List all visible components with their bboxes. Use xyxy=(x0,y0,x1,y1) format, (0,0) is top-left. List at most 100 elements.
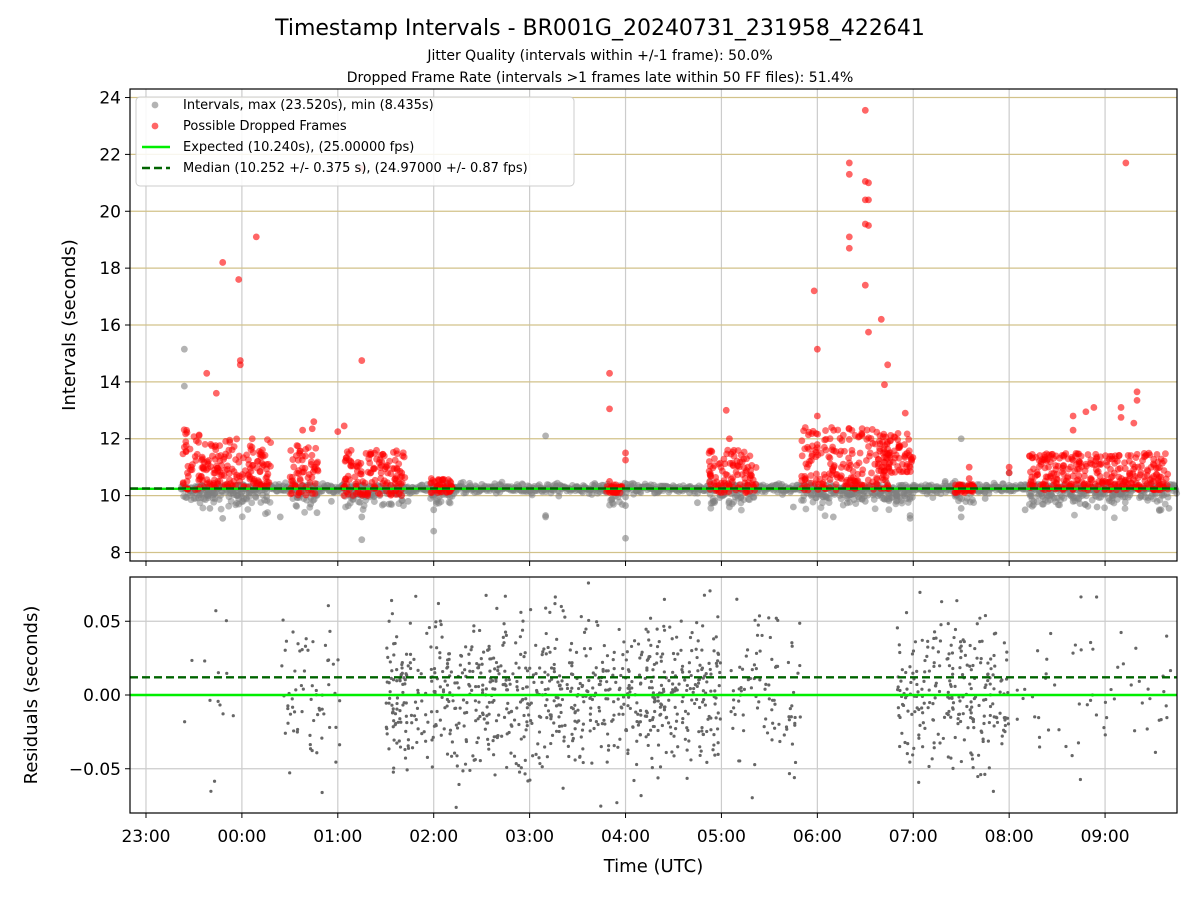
dropped-frame-point xyxy=(1064,474,1072,482)
residual-point xyxy=(1103,700,1108,704)
dropped-frame-point xyxy=(1084,451,1092,458)
dropped-frame-point xyxy=(903,460,911,468)
residual-point xyxy=(1037,735,1042,739)
residual-point xyxy=(581,747,585,751)
residual-point xyxy=(713,753,717,757)
residual-point xyxy=(938,639,943,643)
interval-point xyxy=(1157,506,1165,514)
residual-point xyxy=(744,654,748,658)
residual-point xyxy=(621,712,625,716)
residual-point xyxy=(690,631,694,635)
dropped-frame-point xyxy=(1061,480,1069,488)
dropped-frame-point xyxy=(821,436,829,444)
residual-point xyxy=(685,726,689,730)
residual-point xyxy=(571,739,575,743)
interval-point xyxy=(1101,504,1108,512)
dropped-frame-point xyxy=(804,431,812,439)
residual-point xyxy=(767,697,771,701)
residual-point xyxy=(458,706,462,710)
residual-point xyxy=(635,762,639,767)
interval-point xyxy=(957,504,965,512)
x-tick-label: 06:00 xyxy=(793,827,842,847)
interval-point xyxy=(622,493,629,501)
interval-point xyxy=(941,477,949,485)
residual-point xyxy=(549,717,553,721)
residual-point xyxy=(931,718,935,722)
y-axis-label-intervals: Intervals (seconds) xyxy=(59,239,80,411)
residual-point xyxy=(520,628,525,632)
residual-point xyxy=(596,722,600,727)
residual-point xyxy=(741,713,745,717)
interval-point xyxy=(445,498,453,506)
residual-point xyxy=(928,700,932,705)
dropped-frame-point xyxy=(252,233,260,241)
dropped-frame-point xyxy=(1116,464,1124,472)
residual-point xyxy=(311,640,315,644)
dropped-frame-point xyxy=(886,454,894,462)
dropped-frame-point xyxy=(254,457,262,465)
residual-point xyxy=(387,619,391,623)
residual-point xyxy=(464,738,468,742)
residual-point xyxy=(536,742,540,746)
residual-point xyxy=(705,680,709,684)
residual-point xyxy=(705,760,709,764)
residual-point xyxy=(1116,665,1120,669)
residual-point xyxy=(931,646,935,650)
residual-point xyxy=(702,698,706,702)
residual-point xyxy=(648,728,653,732)
residual-point xyxy=(1079,595,1083,599)
interval-point xyxy=(885,506,893,514)
residual-point xyxy=(690,649,694,653)
residual-point xyxy=(635,739,639,743)
residual-point xyxy=(686,728,690,733)
residual-point xyxy=(707,661,711,665)
residual-point xyxy=(331,662,335,666)
dropped-frame-point xyxy=(874,455,882,463)
residual-point xyxy=(612,667,616,671)
interval-point xyxy=(238,513,246,521)
residual-point xyxy=(627,683,631,688)
residual-point xyxy=(534,643,538,647)
residual-point xyxy=(921,711,925,715)
dropped-frame-point xyxy=(836,435,844,442)
interval-point xyxy=(251,493,259,500)
residual-point xyxy=(689,758,693,762)
residual-point xyxy=(322,712,326,716)
interval-point xyxy=(385,500,393,508)
residual-point xyxy=(701,732,705,737)
dropped-frame-point xyxy=(366,459,374,467)
residual-point xyxy=(546,673,550,677)
interval-point xyxy=(836,492,844,499)
residual-point xyxy=(552,721,556,725)
residual-point xyxy=(1121,662,1125,666)
residual-point xyxy=(936,650,940,654)
dropped-frame-point xyxy=(428,489,436,497)
residual-point xyxy=(1165,634,1169,638)
residual-point xyxy=(308,733,312,737)
residual-point xyxy=(951,672,955,676)
residual-point xyxy=(392,738,396,742)
dropped-frame-point xyxy=(427,475,435,482)
dropped-frame-point xyxy=(965,463,973,471)
residual-point xyxy=(754,651,759,655)
dropped-frame-point xyxy=(807,472,815,479)
residual-point xyxy=(538,761,542,766)
dropped-frame-point xyxy=(361,479,369,487)
residual-point xyxy=(718,670,722,675)
residual-point xyxy=(392,653,396,657)
dropped-frame-point xyxy=(287,490,295,498)
interval-point xyxy=(809,498,817,506)
dropped-frame-point xyxy=(1027,477,1035,485)
residual-point xyxy=(639,713,643,717)
residual-point xyxy=(540,653,544,657)
residual-point xyxy=(449,670,453,674)
residual-point xyxy=(1076,741,1081,745)
residual-point xyxy=(546,709,551,713)
dropped-frame-point xyxy=(830,426,838,434)
residual-point xyxy=(1077,702,1081,706)
dropped-frame-point xyxy=(1005,463,1013,471)
residual-point xyxy=(933,696,937,700)
dropped-frame-point xyxy=(877,315,885,323)
residual-point xyxy=(1129,683,1133,687)
residual-point xyxy=(470,688,474,692)
